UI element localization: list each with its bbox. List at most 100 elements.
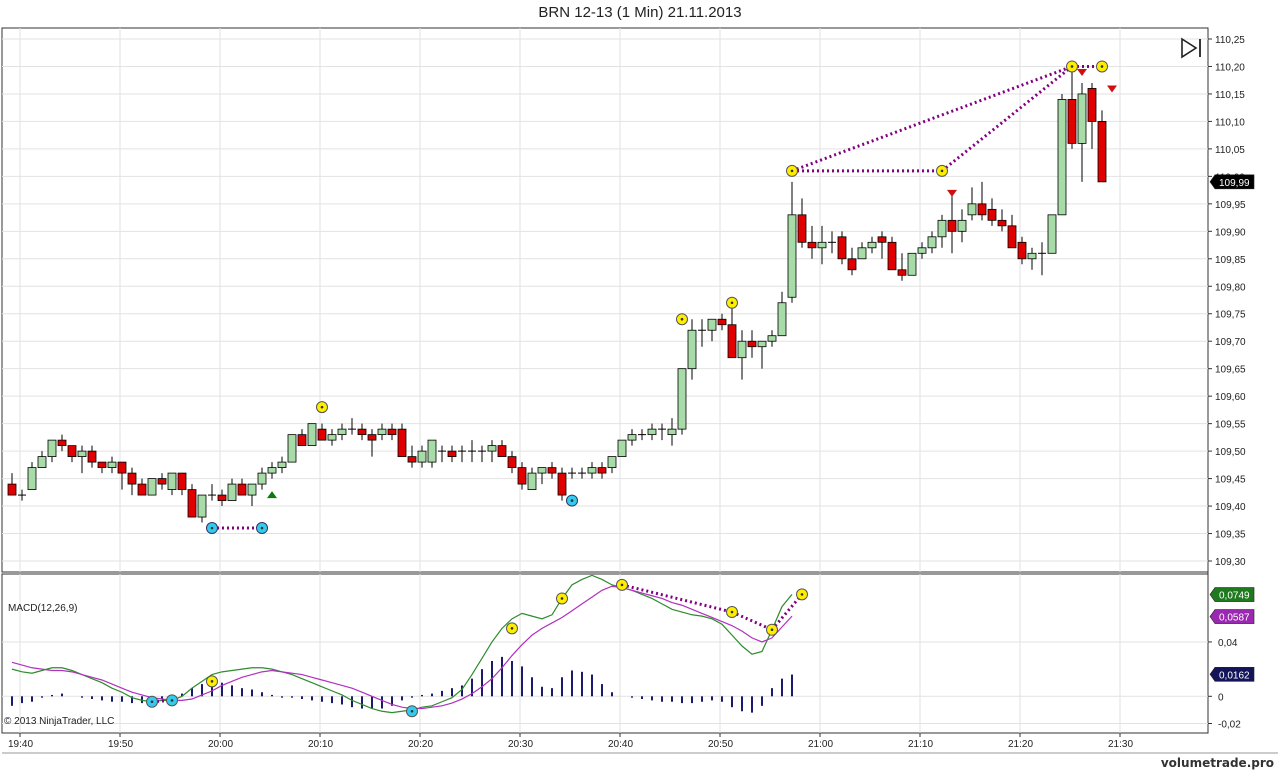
candle-up [227, 483, 237, 501]
macd-value-tag-bg [1209, 587, 1255, 602]
candle-up [337, 428, 347, 436]
macd-swing-dot [510, 627, 514, 630]
swing-high-dot [940, 169, 944, 173]
macd-swing-dot [800, 593, 804, 596]
chart-frames [1, 27, 1278, 754]
swing-high-dot [680, 317, 684, 321]
candle-up [107, 461, 117, 468]
time-tick-label: 21:20 [1008, 739, 1033, 750]
candle-down [837, 236, 847, 260]
swing-high-dot [730, 301, 734, 305]
price-tick-label: 109,70 [1215, 337, 1246, 348]
candle-down [557, 472, 567, 496]
signal-value-tag: 0,0587 [1219, 613, 1250, 624]
candle-down [127, 472, 137, 485]
macd-swing-dot [620, 583, 624, 587]
candle-up [607, 456, 617, 468]
candle-down [887, 241, 897, 271]
candle-down [157, 478, 167, 485]
macd-tick-label: 0,04 [1218, 638, 1238, 649]
candle-down [517, 467, 527, 485]
candle-down [367, 434, 377, 441]
candle-up [307, 423, 317, 447]
price-tick-label: 110,20 [1215, 62, 1245, 73]
candle-down [717, 318, 727, 326]
candle-up [37, 456, 47, 468]
candle-down [547, 467, 557, 474]
swing-high-dot [790, 169, 794, 173]
price-tick-label: 109,75 [1215, 310, 1246, 321]
time-tick-label: 21:00 [808, 739, 833, 750]
candle-down [1017, 241, 1027, 260]
hist-value-tag-bg [1209, 666, 1255, 682]
candle-up [957, 219, 967, 232]
candle-down [807, 241, 817, 249]
price-divergence-overlays [206, 60, 1117, 535]
signal-value-tag-bg [1209, 609, 1255, 624]
macd-line [11, 574, 793, 714]
time-x-axis: 19:40 19:50 20:00 20:10 20:20 20:30 20:40 20:50… [8, 733, 1133, 750]
time-tick-label: 21:30 [1108, 739, 1133, 750]
candle-up [167, 472, 177, 490]
candle-down [397, 428, 407, 458]
sell-arrow-icon [1107, 85, 1117, 93]
time-tick-label: 20:20 [408, 739, 433, 750]
time-tick-label: 19:50 [108, 739, 133, 750]
candle-up [257, 472, 267, 485]
macd-divergence-line [621, 583, 733, 614]
candle-up [47, 439, 57, 458]
gridlines [2, 28, 1208, 733]
candle-up [527, 472, 537, 490]
divergence-line [791, 65, 1073, 173]
macd-divergence-line [731, 610, 773, 632]
candle-up [1057, 99, 1067, 216]
price-tick-label: 109,35 [1215, 530, 1246, 541]
candle-down [797, 214, 807, 243]
skip-to-end-icon[interactable] [1180, 36, 1204, 60]
candle-down [387, 428, 397, 436]
candle-up [427, 439, 437, 463]
candle-down [217, 494, 227, 501]
time-tick-label: 21:10 [908, 739, 933, 750]
price-tick-label: 109,80 [1215, 282, 1246, 293]
candle-up [817, 241, 827, 249]
candle-down [187, 489, 197, 518]
candle-down [67, 445, 77, 458]
copyright-text: © 2013 NinjaTrader, LLC [4, 716, 115, 727]
candle-up [767, 335, 777, 342]
macd-value-tag: 0,0749 [1219, 591, 1250, 602]
candle-down [117, 461, 127, 474]
last-price-tag: 109,99 [1219, 178, 1250, 189]
candle-up [1047, 214, 1057, 254]
time-tick-label: 20:30 [508, 739, 533, 750]
candle-down [977, 203, 987, 216]
candle-down [1067, 99, 1077, 144]
sell-arrow-icon [1077, 68, 1087, 76]
last-price-tag-bg [1209, 174, 1255, 190]
candle-down [1087, 88, 1097, 122]
candle-up [267, 467, 277, 474]
candle-up [967, 203, 977, 216]
candle-up [197, 494, 207, 518]
time-tick-label: 20:40 [608, 739, 633, 750]
swing-low-dot [260, 526, 264, 530]
candle-up [627, 434, 637, 441]
signal-line [11, 585, 793, 710]
candle-down [317, 428, 327, 441]
buy-arrow-icon [267, 491, 277, 499]
price-tick-label: 109,55 [1215, 420, 1246, 431]
candle-down [177, 472, 187, 490]
swing-low-dot [210, 526, 214, 530]
candle-up [617, 439, 627, 458]
candle-down [7, 483, 17, 496]
candle-up [917, 247, 927, 254]
candle-down [507, 456, 517, 468]
candle-down [87, 450, 97, 463]
macd-indicator-label: MACD(12,26,9) [8, 603, 78, 614]
candle-up [777, 302, 787, 337]
candle-down [57, 439, 67, 447]
candle-up [587, 467, 597, 474]
candle-down [997, 219, 1007, 227]
candle-down [597, 467, 607, 474]
